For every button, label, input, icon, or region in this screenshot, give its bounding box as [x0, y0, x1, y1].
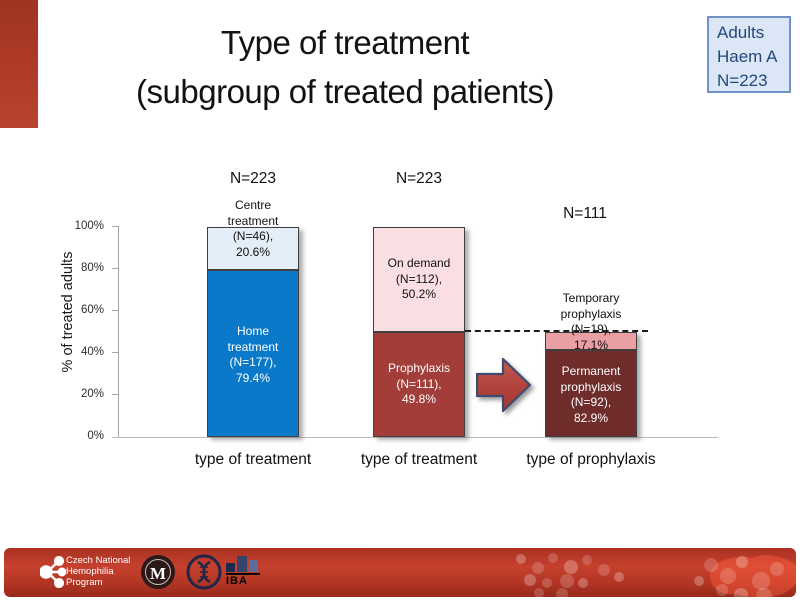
tick-mark [112, 268, 118, 269]
decorative-dot [524, 574, 536, 586]
y-tick-20: 20% [80, 388, 104, 400]
x-label-bar3: type of prophylaxis [526, 451, 656, 468]
x-axis-line [112, 437, 718, 438]
decorative-dot [694, 576, 704, 586]
decorative-dot [734, 588, 748, 597]
decorative-dot [770, 562, 784, 576]
decorative-dot [534, 588, 544, 597]
n-label-bar3: N=111 [563, 205, 607, 222]
y-tick-80: 80% [80, 262, 104, 274]
y-tick-0: 0% [87, 430, 104, 442]
bar-type-of-treatment-2 [373, 227, 465, 437]
segment-on-demand [373, 227, 465, 332]
y-tick-40: 40% [80, 346, 104, 358]
decorative-dot [614, 572, 624, 582]
decorative-dot [560, 574, 574, 588]
population-box: Adults Haem A N=223 [707, 16, 791, 93]
university-logo: M [141, 555, 175, 589]
y-tick-100: 100% [74, 220, 104, 232]
segment-temporary-prophylaxis [545, 332, 637, 350]
decorative-dot [704, 558, 718, 572]
iba-label: IBA [226, 573, 260, 587]
tick-mark [112, 394, 118, 395]
svg-text:M: M [150, 564, 166, 583]
right-arrow-icon [476, 357, 532, 413]
y-tick-60: 60% [80, 304, 104, 316]
decorative-dot [532, 562, 544, 574]
decorative-dot [516, 554, 526, 564]
n-label-bar2: N=223 [395, 170, 443, 187]
label-permanent-prophylaxis: Permanent prophylaxis (N=92), 82.9% [560, 364, 622, 425]
decorative-dot [578, 578, 588, 588]
decorative-dot [582, 555, 592, 565]
x-label-bar2: type of treatment [360, 451, 478, 468]
decorative-dot [752, 572, 770, 590]
dna-logo [186, 554, 222, 590]
segment-home-treatment [207, 270, 299, 437]
label-centre-treatment: Centre treatment (N=46), 20.6% [227, 198, 279, 259]
footer-banner: Czech National Hemophilia Program M IBA [4, 548, 796, 597]
y-axis-line [118, 226, 119, 437]
x-label-bar1: type of treatment [194, 451, 312, 468]
decorative-dot [548, 553, 558, 563]
decorative-dot [756, 588, 772, 597]
segment-permanent-prophylaxis [545, 350, 637, 437]
segment-prophylaxis [373, 332, 465, 437]
left-accent-bar [0, 0, 38, 128]
dashed-reference-line [465, 330, 648, 332]
label-home-treatment: Home treatment (N=177), 79.4% [227, 324, 279, 385]
decorative-dot [598, 564, 610, 576]
decorative-dot [564, 560, 578, 574]
bar-type-of-treatment-1 [207, 227, 299, 437]
tick-mark [112, 352, 118, 353]
bar-type-of-prophylaxis [545, 332, 637, 437]
n-label-bar1: N=223 [229, 170, 277, 187]
decorative-dot [716, 584, 728, 596]
page-title: Type of treatment (subgroup of treated pa… [136, 24, 554, 110]
tick-mark [112, 226, 118, 227]
decorative-dot [542, 578, 552, 588]
czech-map-shape [709, 555, 796, 597]
program-name: Czech National Hemophilia Program [66, 555, 131, 588]
iba-bars-icon [226, 556, 258, 572]
segment-centre-treatment [207, 227, 299, 270]
molecule-icon [40, 556, 66, 588]
label-temporary-prophylaxis: Temporary prophylaxis (N=19), 17.1% [560, 291, 622, 352]
decorative-dot [556, 588, 568, 597]
label-prophylaxis: Prophylaxis (N=111), 49.8% [387, 361, 451, 406]
label-on-demand: On demand (N=112), 50.2% [387, 256, 451, 301]
tick-mark [112, 310, 118, 311]
decorative-dot [720, 568, 736, 584]
decorative-dot [736, 556, 748, 568]
